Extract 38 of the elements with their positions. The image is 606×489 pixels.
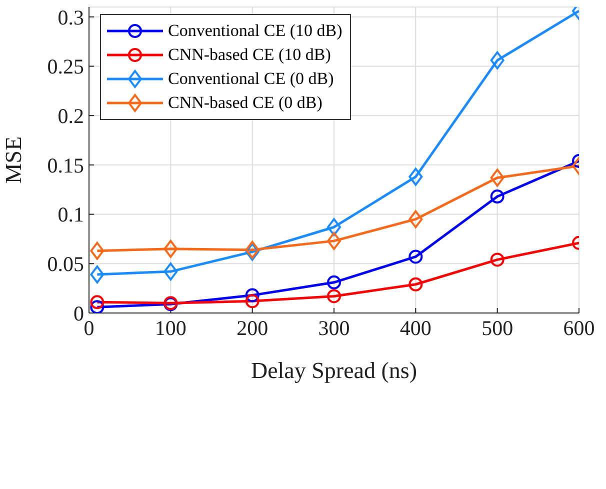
y-axis-title: MSE <box>1 136 26 184</box>
point <box>490 51 504 70</box>
legend-label: CNN-based CE (10 dB) <box>168 45 331 65</box>
point <box>408 210 423 228</box>
x-tick-label: 500 <box>482 316 514 340</box>
point <box>327 218 341 236</box>
legend-label: CNN-based CE (0 dB) <box>168 93 322 113</box>
point <box>327 275 341 290</box>
point <box>408 168 423 186</box>
legend-label: Conventional CE (10 dB) <box>168 21 342 41</box>
x-tick-label: 300 <box>318 316 350 340</box>
point <box>490 252 504 267</box>
point <box>164 262 178 281</box>
legend-label: Conventional CE (0 dB) <box>168 69 334 89</box>
point <box>90 266 104 284</box>
point <box>490 190 504 204</box>
point <box>408 277 423 292</box>
point <box>164 240 178 258</box>
point <box>327 232 341 250</box>
point <box>245 294 260 308</box>
y-tick-label: 0.2 <box>58 104 84 128</box>
x-tick-label: 200 <box>236 316 268 340</box>
point <box>490 168 504 187</box>
point <box>245 288 260 302</box>
x-tick-label: 600 <box>563 316 595 340</box>
x-tick-label: 400 <box>400 316 432 340</box>
point <box>90 300 104 313</box>
y-tick-label: 0.15 <box>47 153 84 178</box>
y-tick-label: 0.25 <box>47 54 84 79</box>
y-tick-label: 0.05 <box>47 252 84 276</box>
point <box>90 295 104 310</box>
x-tick-label: 100 <box>154 316 186 340</box>
point <box>327 289 341 304</box>
point <box>408 250 423 264</box>
point <box>90 242 104 260</box>
y-tick-label: 0.3 <box>58 5 84 30</box>
y-tick-label: 0.1 <box>58 202 84 227</box>
x-axis-title: Delay Spread (ns) <box>250 358 418 383</box>
